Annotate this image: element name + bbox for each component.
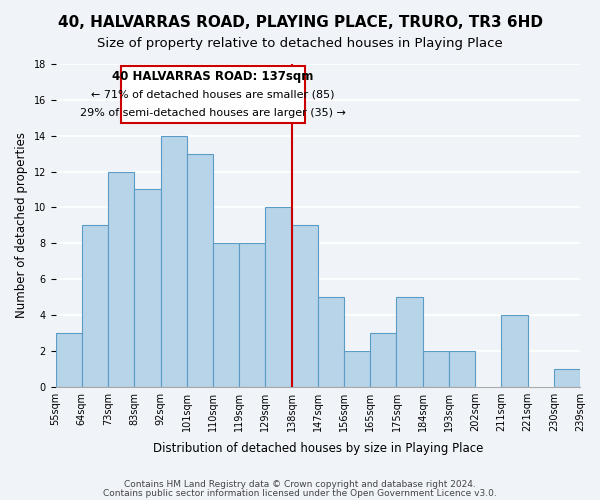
Bar xyxy=(56,333,82,386)
Bar xyxy=(292,226,318,386)
Text: 40 HALVARRAS ROAD: 137sqm: 40 HALVARRAS ROAD: 137sqm xyxy=(112,70,314,84)
Text: ← 71% of detached houses are smaller (85): ← 71% of detached houses are smaller (85… xyxy=(91,89,335,99)
Text: Contains public sector information licensed under the Open Government Licence v3: Contains public sector information licen… xyxy=(103,488,497,498)
Bar xyxy=(554,368,580,386)
Bar xyxy=(161,136,187,386)
Bar xyxy=(187,154,213,386)
Bar xyxy=(422,351,449,386)
Text: 40, HALVARRAS ROAD, PLAYING PLACE, TRURO, TR3 6HD: 40, HALVARRAS ROAD, PLAYING PLACE, TRURO… xyxy=(58,15,542,30)
Bar xyxy=(449,351,475,386)
X-axis label: Distribution of detached houses by size in Playing Place: Distribution of detached houses by size … xyxy=(152,442,483,455)
Bar xyxy=(82,226,108,386)
Text: 29% of semi-detached houses are larger (35) →: 29% of semi-detached houses are larger (… xyxy=(80,108,346,118)
Text: Contains HM Land Registry data © Crown copyright and database right 2024.: Contains HM Land Registry data © Crown c… xyxy=(124,480,476,489)
Text: Size of property relative to detached houses in Playing Place: Size of property relative to detached ho… xyxy=(97,38,503,51)
FancyBboxPatch shape xyxy=(121,66,305,123)
Bar xyxy=(134,190,161,386)
Bar xyxy=(370,333,397,386)
Bar xyxy=(344,351,370,386)
Y-axis label: Number of detached properties: Number of detached properties xyxy=(15,132,28,318)
Bar xyxy=(239,244,265,386)
Bar xyxy=(502,315,527,386)
Bar xyxy=(265,208,292,386)
Bar xyxy=(318,297,344,386)
Bar xyxy=(397,297,422,386)
Bar xyxy=(108,172,134,386)
Bar xyxy=(213,244,239,386)
